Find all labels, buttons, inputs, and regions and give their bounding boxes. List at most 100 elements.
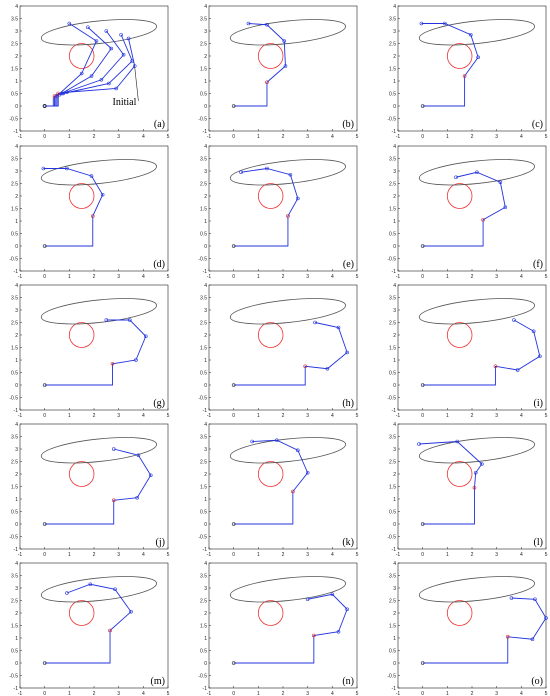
subplot-h: -1 0 1 2 3 4 5 -1 -0.5 0 0.5 1 1.5 2 2.5 3 3.5 4 (h) <box>198 283 358 419</box>
subplot-k: -1 0 1 2 3 4 5 -1 -0.5 0 0.5 1 1.5 2 2.5 3 3.5 4 (k) <box>198 422 358 558</box>
y-tick-label: 3 <box>204 29 207 35</box>
y-tick-label: 2 <box>204 333 207 339</box>
base-joint-marker <box>42 522 47 526</box>
y-tick-label: 3.5 <box>389 16 396 22</box>
x-tick-label: 0 <box>421 274 424 280</box>
y-tick-label: 2.5 <box>389 181 396 187</box>
x-tick-label: 4 <box>520 691 523 696</box>
y-tick-label: 0 <box>393 383 396 389</box>
joint-marker <box>67 21 72 26</box>
y-tick-label: -0.5 <box>9 395 18 401</box>
x-tick-label: 0 <box>232 691 235 696</box>
y-tick-label: 1 <box>393 358 396 364</box>
y-tick-label: 3 <box>15 29 18 35</box>
joint-marker <box>330 592 335 597</box>
y-tick-label: -0.5 <box>9 534 18 540</box>
y-tick-label: 0.5 <box>11 509 18 515</box>
prismatic-joint-marker <box>265 80 269 85</box>
y-tick-label: 0.5 <box>200 509 207 515</box>
axes-box <box>208 284 358 411</box>
y-tick-label: 0 <box>204 383 207 389</box>
x-tick-label: 2 <box>93 134 96 140</box>
x-tick-label: 0 <box>232 413 235 419</box>
joint-marker <box>468 32 473 37</box>
y-tick-label: 2.5 <box>11 598 18 604</box>
prismatic-joint-marker <box>52 94 57 98</box>
y-tick-label: 0.5 <box>389 509 396 515</box>
y-tick-label: 4 <box>393 144 396 150</box>
joint-marker <box>515 368 520 372</box>
y-tick-label: 1 <box>393 497 396 503</box>
axes-box <box>208 145 358 272</box>
subplot-d: -1 0 1 2 3 4 5 -1 -0.5 0 0.5 1 1.5 2 2.5 3 3.5 4 (d) <box>9 144 169 280</box>
target-ellipse <box>40 576 157 603</box>
x-tick-label: 1 <box>68 691 71 696</box>
x-tick-label: 3 <box>495 691 498 696</box>
x-tick-label: 2 <box>471 413 474 419</box>
x-tick-label: 5 <box>356 691 359 696</box>
y-tick-label: -0.5 <box>198 395 207 401</box>
panel-label: (e) <box>343 259 354 270</box>
y-tick-label: -1 <box>392 686 397 692</box>
joint-marker <box>345 607 349 612</box>
x-tick-label: -1 <box>18 274 23 280</box>
y-tick-label: 0 <box>393 104 396 110</box>
joint-marker <box>443 21 447 26</box>
y-tick-label: 3 <box>15 169 18 175</box>
y-tick-label: 3 <box>393 29 396 35</box>
y-tick-label: 2.5 <box>389 41 396 47</box>
base-joint-marker <box>420 244 425 248</box>
joint-marker <box>100 192 105 197</box>
y-tick-label: 3 <box>393 308 396 314</box>
robot-arm-line <box>422 597 547 664</box>
axes-box <box>19 562 169 689</box>
joint-marker <box>336 325 341 330</box>
y-tick-label: -1 <box>203 129 208 135</box>
y-tick-label: 0 <box>15 522 18 528</box>
y-tick-label: 3 <box>204 447 207 453</box>
target-ellipse <box>418 298 535 325</box>
x-tick-label: 1 <box>68 274 71 280</box>
y-tick-label: -1 <box>14 269 19 275</box>
target-ellipse <box>418 576 535 603</box>
y-tick-label: 2.5 <box>200 41 207 47</box>
joint-marker <box>544 616 548 620</box>
subplot-o: -1 0 1 2 3 4 5 -1 -0.5 0 0.5 1 1.5 2 2.5 3 3.5 4 (o) <box>387 561 548 696</box>
joint-marker <box>104 29 109 33</box>
obstacle-circle <box>68 43 95 69</box>
y-tick-label: -1 <box>203 686 208 692</box>
y-tick-label: 3.5 <box>11 434 18 440</box>
joint-marker <box>305 470 310 475</box>
axes-box <box>397 145 547 272</box>
y-tick-label: 0 <box>15 661 18 667</box>
y-tick-label: 0 <box>393 522 396 528</box>
joint-marker <box>121 52 126 57</box>
y-tick-label: -0.5 <box>9 673 18 679</box>
x-tick-label: 5 <box>545 274 548 280</box>
x-tick-label: 5 <box>167 691 170 696</box>
y-tick-label: 1.5 <box>389 623 396 629</box>
y-tick-label: 0.5 <box>200 370 207 376</box>
joint-marker <box>295 448 300 453</box>
y-tick-label: 1 <box>204 79 207 85</box>
panel-label: (i) <box>534 398 543 409</box>
y-tick-label: -1 <box>203 547 208 553</box>
joint-marker <box>130 59 135 63</box>
joint-marker <box>126 36 131 41</box>
panel-label: (g) <box>153 398 165 409</box>
y-tick-label: 1.5 <box>200 66 207 72</box>
base-joint-marker <box>420 104 425 108</box>
x-tick-label: 0 <box>232 134 235 140</box>
base-joint-marker <box>42 104 47 108</box>
x-tick-label: 2 <box>282 413 285 419</box>
subplot-b: -1 0 1 2 3 4 5 -1 -0.5 0 0.5 1 1.5 2 2.5 3 3.5 4 (b) <box>198 4 358 140</box>
obstacle-circle <box>68 600 95 626</box>
robot-arm-line <box>44 319 147 386</box>
x-tick-label: 4 <box>520 134 523 140</box>
base-joint-marker <box>42 383 47 387</box>
y-tick-label: 3.5 <box>11 156 18 162</box>
x-tick-label: -1 <box>18 552 23 558</box>
joint-marker <box>109 46 114 51</box>
axes-box <box>19 284 169 411</box>
robot-arm-line <box>233 23 286 107</box>
